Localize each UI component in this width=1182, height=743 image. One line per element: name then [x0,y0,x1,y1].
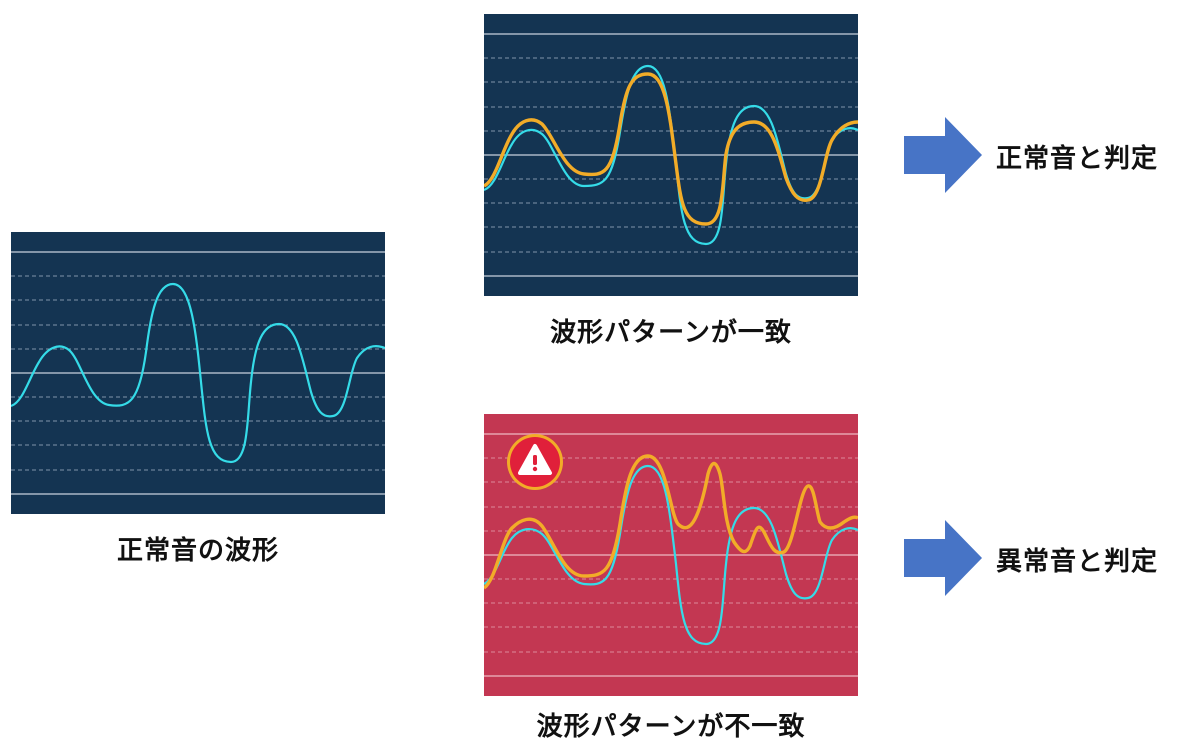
gridlines [11,251,385,495]
reference-wave [11,282,385,464]
right-arrow-shape [904,117,982,193]
input-wave [484,454,858,590]
gridlines [484,33,858,277]
warning-exclamation-dot [532,466,538,472]
warning-badge-graphic [507,434,563,490]
match-waveform-panel [484,14,858,296]
warning-icon [506,433,564,491]
match-caption: 波形パターンが一致 [550,318,792,348]
right-arrow-shape [904,520,982,596]
reference-caption: 正常音の波形 [116,536,279,566]
normal-verdict: 正常音と判定 [996,144,1159,174]
reference-wave [484,464,858,646]
abnormal-verdict: 異常音と判定 [996,547,1159,577]
match-waveform-graph [484,14,858,296]
gridlines [484,433,858,677]
right-arrow-icon [904,117,982,193]
reference-waveform-panel [11,232,385,514]
right-arrow-icon [904,520,982,596]
input-wave [484,72,858,226]
warning-exclamation-bar [533,455,537,465]
mismatch-caption: 波形パターンが不一致 [536,712,806,742]
reference-waveform-graph [11,232,385,514]
